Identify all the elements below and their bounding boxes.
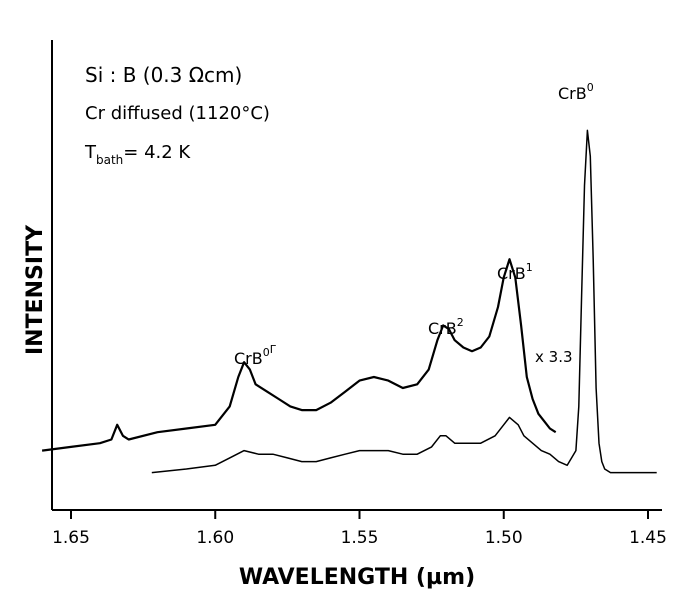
peak-label-crb0-gamma: CrB0Γ (234, 343, 277, 368)
peak-label-crb0: CrB0 (558, 81, 594, 103)
x-ticks: 1.65 1.60 1.55 1.50 1.45 (52, 510, 667, 548)
scale-factor-label: x 3.3 (535, 348, 573, 366)
x-tick-label: 1.45 (629, 528, 667, 548)
x-tick-label: 1.55 (341, 528, 379, 548)
series-unscaled-line (151, 129, 657, 474)
series-magnified-line (41, 258, 557, 452)
peak-label-crb2: CrB2 (428, 316, 464, 338)
x-tick-label: 1.65 (52, 528, 90, 548)
x-axis-title: WAVELENGTH (µm) (239, 565, 475, 590)
temperature-annotation: Tbath= 4.2 K (84, 142, 191, 167)
peak-label-crb1: CrB1 (497, 261, 533, 283)
x-tick-label: 1.50 (485, 528, 523, 548)
sample-annotation: Si : B (0.3 Ωcm) (85, 63, 242, 87)
x-tick-label: 1.60 (196, 528, 234, 548)
treatment-annotation: Cr diffused (1120°C) (85, 103, 270, 124)
y-axis-title: INTENSITY (23, 224, 48, 355)
